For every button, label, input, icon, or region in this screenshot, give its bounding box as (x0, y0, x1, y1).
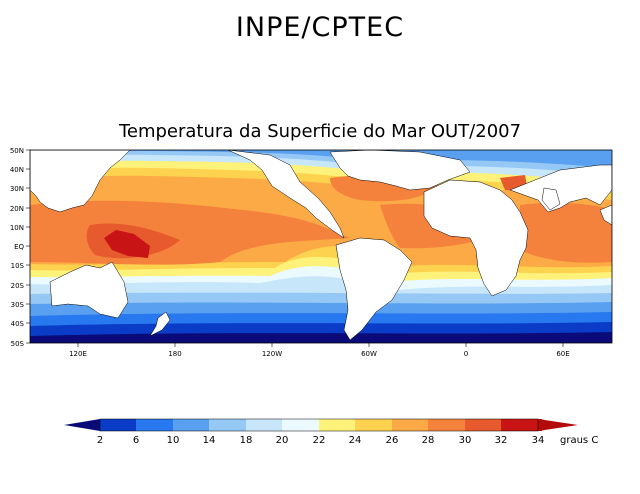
colorbar-tick-label: 28 (422, 435, 435, 446)
colorbar-tick-label: 6 (133, 435, 139, 446)
lon-label: 120E (69, 350, 87, 358)
colorbar-segment (355, 419, 392, 431)
colorbar-tick-label: 20 (276, 435, 289, 446)
lon-label: 0 (464, 350, 468, 358)
colorbar-segment (246, 419, 282, 431)
lat-label: 20N (10, 205, 24, 213)
colorbar-segment (501, 419, 538, 431)
lat-label: 40S (11, 320, 25, 328)
colorbar-segment (173, 419, 209, 431)
lat-label: 20S (11, 282, 25, 290)
colorbar-tick-label: 32 (495, 435, 508, 446)
map-title: Temperatura da Superficie do Mar OUT/200… (118, 121, 522, 142)
colorbar-tick-label: 30 (459, 435, 472, 446)
colorbar-segment (428, 419, 465, 431)
colorbar-tick-label: 24 (349, 435, 362, 446)
lat-label: 10S (11, 262, 25, 270)
colorbar-tick-label: 10 (167, 435, 180, 446)
colorbar-lower-arrow (64, 419, 100, 431)
lat-label: 30N (10, 185, 24, 193)
lat-label: 50S (11, 340, 25, 348)
lon-label: 180 (168, 350, 181, 358)
colorbar-tick-label: 26 (386, 435, 399, 446)
lon-label: 60E (556, 350, 569, 358)
lat-label: EQ (14, 243, 24, 251)
colorbar-tick-label: 34 (532, 435, 545, 446)
lat-label: 30S (11, 301, 25, 309)
lat-label: 50N (10, 147, 24, 155)
colorbar: 2 6 10 14 18 20 22 24 26 28 30 32 34 gra… (64, 418, 598, 446)
colorbar-segment (136, 419, 173, 431)
colorbar-segment (392, 419, 428, 431)
colorbar-segment (465, 419, 501, 431)
colorbar-segment (209, 419, 246, 431)
colorbar-tick-label: 18 (240, 435, 253, 446)
colorbar-segment (319, 419, 355, 431)
lat-label: 10N (10, 224, 24, 232)
colorbar-upper-arrow (538, 419, 578, 431)
colorbar-tick-label: 2 (97, 435, 103, 446)
lat-label: 40N (10, 166, 24, 174)
colorbar-segment (282, 419, 319, 431)
colorbar-segment (100, 419, 136, 431)
colorbar-tick-label: 14 (203, 435, 216, 446)
colorbar-unit-label: graus C (560, 435, 598, 446)
colorbar-tick-label: 22 (313, 435, 326, 446)
lon-label: 60W (361, 350, 377, 358)
land-masses (30, 150, 612, 341)
organization-title: INPE/CPTEC (235, 12, 405, 43)
latitude-labels: 50N 40N 30N 20N 10N EQ 10S 20S 30S 40S 5… (10, 147, 25, 348)
longitude-labels: 120E 180 120W 60W 0 60E (69, 350, 570, 358)
lon-label: 120W (262, 350, 282, 358)
